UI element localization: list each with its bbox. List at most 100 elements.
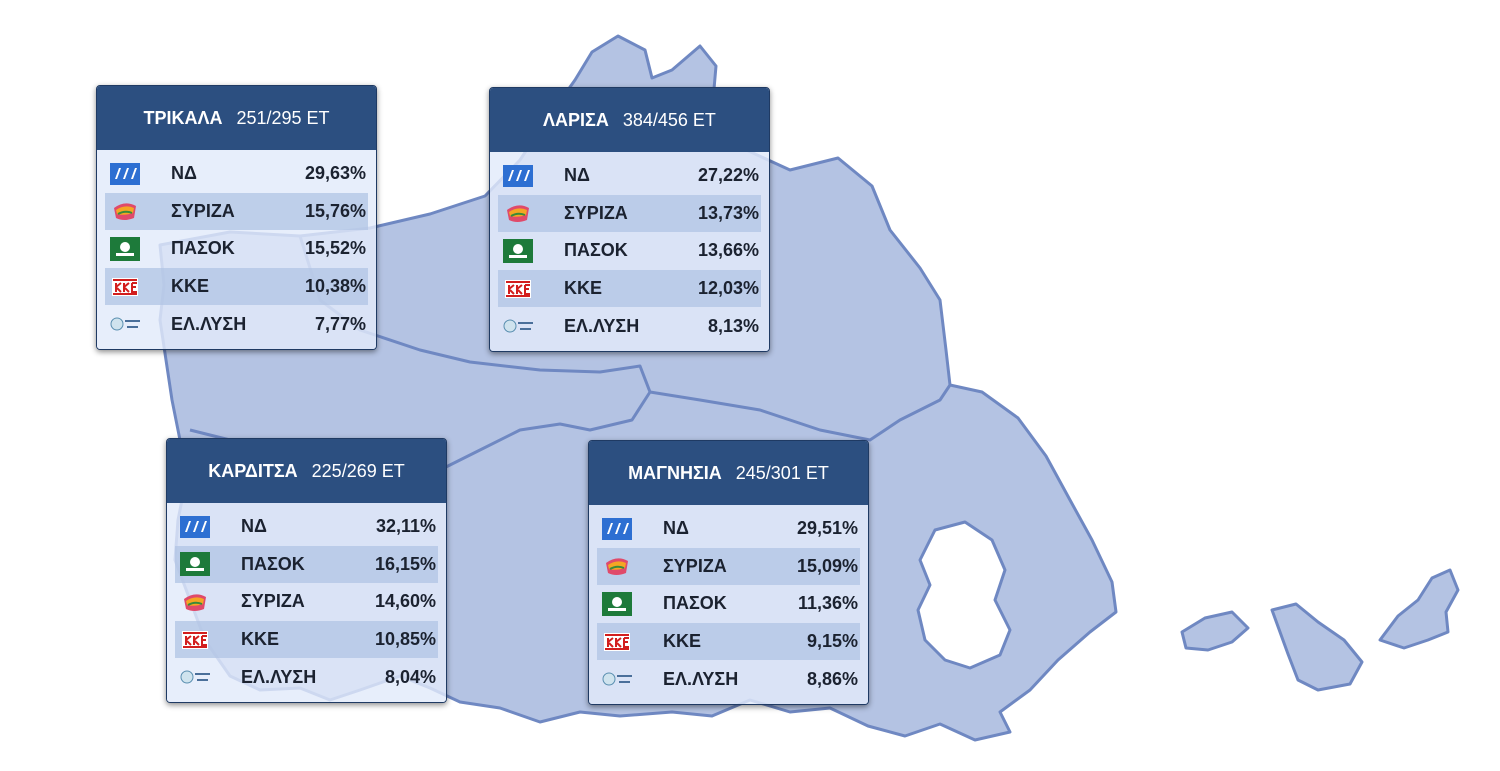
region-name: ΚΑΡΔΙΤΣΑ bbox=[208, 460, 298, 481]
result-panel: ΚΑΡΔΙΤΣΑ 225/269 ΕΤ ΝΔ 32,11% ΠΑΣΟΚ 16,15% ΣΥΡ… bbox=[166, 438, 447, 703]
pagasetic-gulf bbox=[916, 520, 1012, 670]
vote-share: 11,36% bbox=[797, 593, 858, 614]
vote-share: 29,63% bbox=[304, 163, 366, 184]
party-row: ΣΥΡΙΖΑ 14,60% bbox=[175, 583, 438, 621]
station-count: 384/456 ΕΤ bbox=[622, 109, 716, 130]
vote-share: 15,76% bbox=[304, 200, 366, 221]
party-row: ΚΚΕ 10,85% bbox=[175, 620, 438, 659]
panel-header: ΜΑΓΝΗΣΙΑ 245/301 ΕΤ bbox=[589, 441, 868, 505]
panel-header: ΤΡΙΚΑΛΑ 251/295 ΕΤ bbox=[97, 86, 376, 150]
logo-cell bbox=[597, 666, 637, 692]
party-name: ΠΑΣΟΚ bbox=[241, 553, 305, 574]
logo-cell bbox=[597, 516, 637, 542]
panel-header: ΚΑΡΔΙΤΣΑ 225/269 ΕΤ bbox=[167, 439, 446, 503]
vote-share: 9,15% bbox=[806, 631, 858, 652]
party-logo bbox=[602, 591, 632, 616]
logo-cell bbox=[498, 200, 538, 226]
panel-body: ΝΔ 29,51% ΣΥΡΙΖΑ 15,09% ΠΑΣΟΚ 11,36% ΚΚΕ 9,15% Ε… bbox=[589, 505, 868, 704]
logo-cell bbox=[597, 553, 637, 579]
vote-share: 29,51% bbox=[796, 518, 858, 539]
logo-cell bbox=[175, 627, 215, 653]
region-border bbox=[298, 235, 652, 472]
party-logo bbox=[606, 558, 628, 576]
logo-cell bbox=[498, 276, 538, 302]
vote-share: 13,66% bbox=[697, 240, 759, 261]
logo-cell bbox=[597, 629, 637, 655]
vote-share: 14,60% bbox=[374, 591, 436, 612]
party-name: ΝΔ bbox=[564, 165, 590, 186]
vote-share: 15,52% bbox=[304, 238, 366, 259]
party-row: ΝΔ 29,51% bbox=[597, 510, 860, 548]
party-name: ΝΔ bbox=[241, 516, 267, 537]
vote-share: 15,09% bbox=[796, 555, 858, 576]
party-name: ΕΛ.ΛΥΣΗ bbox=[171, 313, 247, 334]
party-name: ΚΚΕ bbox=[171, 276, 210, 297]
party-row: ΚΚΕ 9,15% bbox=[597, 622, 860, 661]
result-panel: ΛΑΡΙΣΑ 384/456 ΕΤ ΝΔ 27,22% ΣΥΡΙΖΑ 13,73% ΠΑΣΟ… bbox=[489, 87, 770, 352]
party-logo bbox=[503, 238, 533, 263]
party-name: ΣΥΡΙΖΑ bbox=[564, 202, 628, 223]
party-logo bbox=[114, 203, 136, 221]
party-row: ΝΔ 32,11% bbox=[175, 508, 438, 546]
party-logo bbox=[602, 672, 632, 686]
party-logo bbox=[503, 319, 533, 333]
vote-share: 8,86% bbox=[806, 668, 858, 689]
vote-share: 10,38% bbox=[304, 276, 366, 297]
party-name: ΣΥΡΙΖΑ bbox=[241, 591, 305, 612]
party-name: ΝΔ bbox=[663, 518, 689, 539]
party-row: ΣΥΡΙΖΑ 15,09% bbox=[597, 547, 860, 586]
station-count: 251/295 ΕΤ bbox=[236, 107, 330, 128]
party-logo bbox=[112, 277, 138, 296]
party-name: ΠΑΣΟΚ bbox=[663, 593, 727, 614]
island bbox=[1270, 602, 1364, 692]
party-name: ΝΔ bbox=[171, 163, 197, 184]
party-logo bbox=[503, 164, 533, 187]
party-name: ΕΛ.ΛΥΣΗ bbox=[241, 666, 317, 687]
party-row: ΠΑΣΟΚ 16,15% bbox=[175, 545, 438, 584]
logo-cell bbox=[175, 589, 215, 615]
logo-cell bbox=[175, 551, 215, 577]
party-row: ΣΥΡΙΖΑ 15,76% bbox=[105, 192, 368, 231]
party-logo bbox=[182, 630, 208, 649]
party-row: ΠΑΣΟΚ 11,36% bbox=[597, 585, 860, 623]
party-name: ΚΚΕ bbox=[663, 631, 702, 652]
party-logo bbox=[110, 162, 140, 185]
party-row: ΝΔ 29,63% bbox=[105, 155, 368, 193]
logo-cell bbox=[105, 161, 145, 187]
logo-cell bbox=[105, 198, 145, 224]
party-logo bbox=[507, 205, 529, 223]
logo-cell bbox=[175, 514, 215, 540]
party-row: ΕΛ.ΛΥΣΗ 7,77% bbox=[105, 305, 368, 343]
party-logo bbox=[180, 515, 210, 538]
logo-cell bbox=[105, 311, 145, 337]
party-name: ΕΛ.ΛΥΣΗ bbox=[564, 315, 640, 336]
party-logo bbox=[110, 317, 140, 331]
vote-share: 8,04% bbox=[384, 666, 436, 687]
party-name: ΠΑΣΟΚ bbox=[171, 238, 235, 259]
party-logo bbox=[604, 632, 630, 651]
party-logo bbox=[505, 279, 531, 298]
station-count: 245/301 ΕΤ bbox=[735, 462, 829, 483]
station-count: 225/269 ΕΤ bbox=[311, 460, 405, 481]
party-row: ΕΛ.ΛΥΣΗ 8,86% bbox=[597, 660, 860, 698]
party-name: ΕΛ.ΛΥΣΗ bbox=[663, 668, 739, 689]
vote-share: 8,13% bbox=[707, 315, 759, 336]
vote-share: 7,77% bbox=[314, 313, 366, 334]
party-name: ΣΥΡΙΖΑ bbox=[663, 555, 727, 576]
result-panel: ΜΑΓΝΗΣΙΑ 245/301 ΕΤ ΝΔ 29,51% ΣΥΡΙΖΑ 15,09% ΠΑ… bbox=[588, 440, 869, 705]
vote-share: 13,73% bbox=[697, 202, 759, 223]
island bbox=[1378, 568, 1460, 650]
party-row: ΕΛ.ΛΥΣΗ 8,04% bbox=[175, 658, 438, 696]
logo-cell bbox=[498, 238, 538, 264]
region-border bbox=[649, 384, 952, 442]
logo-cell bbox=[105, 274, 145, 300]
vote-share: 32,11% bbox=[375, 516, 436, 537]
party-row: ΚΚΕ 12,03% bbox=[498, 269, 761, 308]
logo-cell bbox=[175, 664, 215, 690]
party-logo bbox=[184, 594, 206, 611]
party-name: ΚΚΕ bbox=[241, 629, 280, 650]
island bbox=[1180, 610, 1250, 652]
party-row: ΝΔ 27,22% bbox=[498, 157, 761, 195]
party-name: ΣΥΡΙΖΑ bbox=[171, 200, 235, 221]
region-name: ΤΡΙΚΑΛΑ bbox=[143, 107, 223, 128]
